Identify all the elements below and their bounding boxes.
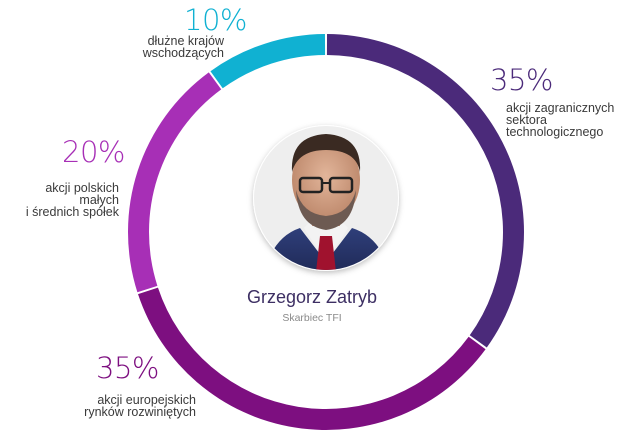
slice-label-poland: akcji polskich małych i średnich spółek bbox=[25, 181, 119, 219]
slice-percent-poland: 20% bbox=[62, 135, 125, 169]
slice-poland bbox=[127, 72, 222, 293]
slice-label-emerging-debt: dłużne krajów wschodzących bbox=[142, 34, 224, 60]
slice-emerging-debt bbox=[210, 34, 326, 89]
slice-label-europe: akcji europejskich rynków rozwiniętych bbox=[84, 393, 196, 419]
slice-percent-europe: 35% bbox=[96, 351, 159, 385]
slice-label-technology: akcji zagranicznych sektora technologicz… bbox=[506, 101, 615, 139]
portrait-photo bbox=[253, 125, 399, 271]
slice-technology bbox=[326, 34, 525, 348]
manager-name: Grzegorz Zatryb bbox=[246, 287, 378, 307]
slice-europe bbox=[138, 287, 486, 430]
manager-company: Skarbiec TFI bbox=[282, 312, 342, 324]
slice-percent-emerging-debt: 10% bbox=[184, 3, 247, 37]
donut-slices bbox=[127, 34, 525, 430]
slice-percent-technology: 35% bbox=[490, 63, 553, 97]
